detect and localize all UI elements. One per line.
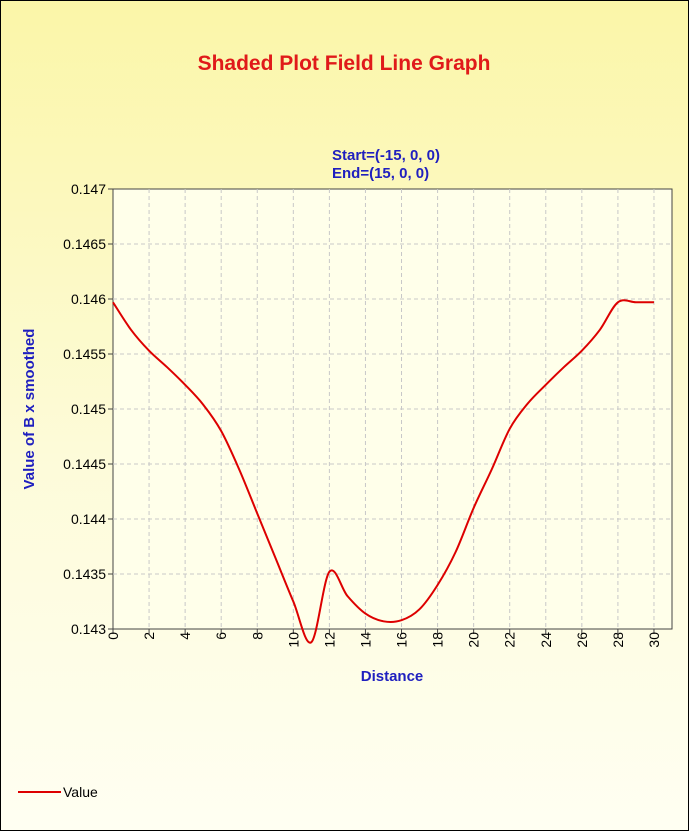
x-tick-label: 12 bbox=[321, 632, 337, 648]
chart-title: Shaded Plot Field Line Graph bbox=[198, 52, 491, 75]
chart-subtitle-start: Start=(-15, 0, 0) bbox=[332, 147, 440, 164]
y-tick-label: 0.1445 bbox=[63, 456, 106, 472]
y-tick-label: 0.146 bbox=[71, 291, 106, 307]
y-axis-title: Value of B x smoothed bbox=[21, 329, 38, 490]
y-tick-label: 0.144 bbox=[71, 511, 106, 527]
y-tick-label: 0.1455 bbox=[63, 346, 106, 362]
x-tick-label: 28 bbox=[610, 632, 626, 648]
y-tick-label: 0.1465 bbox=[63, 236, 106, 252]
x-tick-label: 16 bbox=[394, 632, 410, 648]
x-tick-label: 0 bbox=[105, 632, 121, 640]
legend: Value bbox=[18, 784, 98, 800]
x-tick-label: 24 bbox=[538, 632, 554, 648]
x-tick-label: 6 bbox=[213, 632, 229, 640]
x-axis: 0 2 4 6 8 10 12 14 16 18 20 22 24 26 28 30 bbox=[105, 629, 662, 648]
x-tick-label: 14 bbox=[357, 632, 373, 648]
x-tick-label: 4 bbox=[177, 632, 193, 640]
y-tick-label: 0.147 bbox=[71, 181, 106, 197]
x-tick-label: 2 bbox=[141, 632, 157, 640]
y-axis: 0.143 0.1435 0.144 0.1445 0.145 0.1455 0.146 0.… bbox=[63, 181, 113, 637]
chart-subtitle-end: End=(15, 0, 0) bbox=[332, 165, 429, 182]
x-tick-label: 18 bbox=[430, 632, 446, 648]
series-layer bbox=[112, 299, 654, 644]
x-axis-title: Distance bbox=[361, 668, 424, 685]
x-tick-label: 26 bbox=[574, 632, 590, 648]
plot-area bbox=[112, 188, 673, 630]
y-tick-label: 0.145 bbox=[71, 401, 106, 417]
x-tick-label: 8 bbox=[249, 632, 265, 640]
series-line-value bbox=[112, 299, 654, 644]
y-tick-label: 0.1435 bbox=[63, 566, 106, 582]
x-tick-label: 20 bbox=[466, 632, 482, 648]
x-tick-label: 30 bbox=[646, 632, 662, 648]
x-tick-label: 10 bbox=[285, 632, 301, 648]
grid bbox=[113, 189, 672, 629]
y-tick-label: 0.143 bbox=[71, 621, 106, 637]
x-tick-label: 22 bbox=[502, 632, 518, 648]
legend-label-value: Value bbox=[63, 784, 98, 800]
